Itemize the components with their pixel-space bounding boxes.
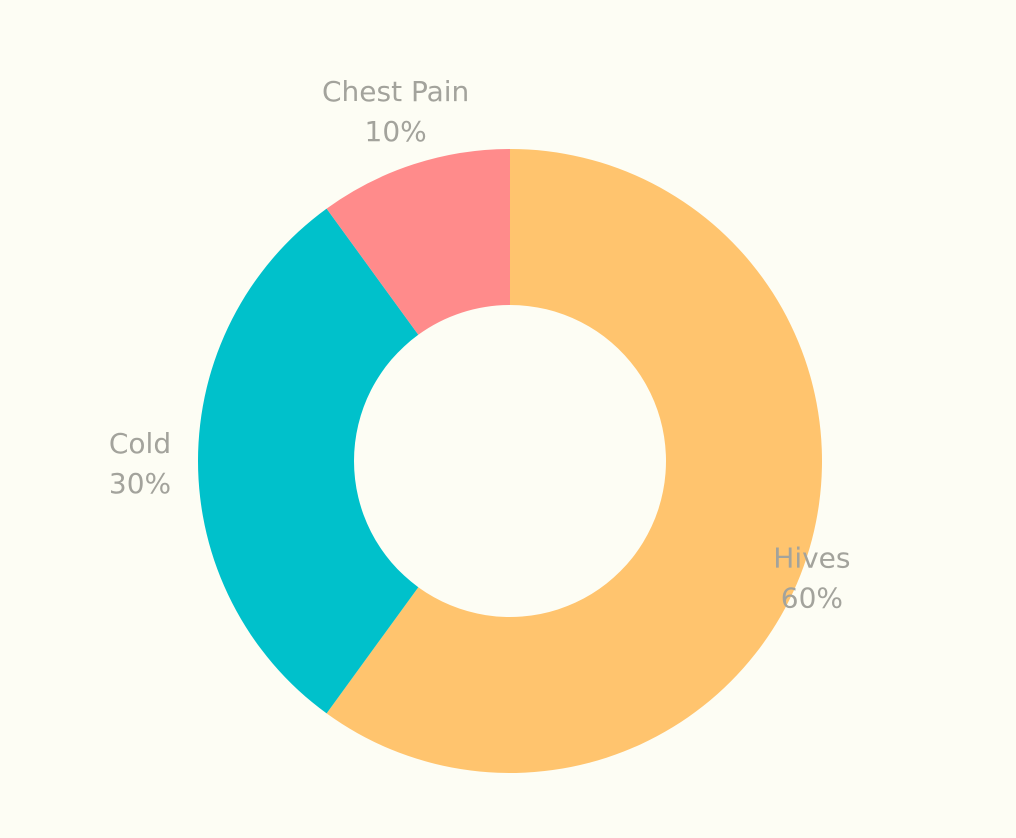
slice-value-chest-pain: 10% (365, 115, 427, 148)
slice-cold (197, 208, 419, 714)
slice-value-hives: 60% (781, 581, 843, 614)
donut-slices (197, 149, 822, 773)
slice-value-cold: 30% (109, 467, 171, 500)
slice-label-hives: Hives (773, 541, 850, 574)
slice-label-chest-pain: Chest Pain (322, 75, 469, 108)
slice-hives (326, 149, 822, 773)
slice-labels: Hives 60% Cold 30% Chest Pain 10% (109, 75, 851, 614)
slice-chest-pain (326, 149, 510, 335)
slice-label-cold: Cold (109, 427, 171, 460)
